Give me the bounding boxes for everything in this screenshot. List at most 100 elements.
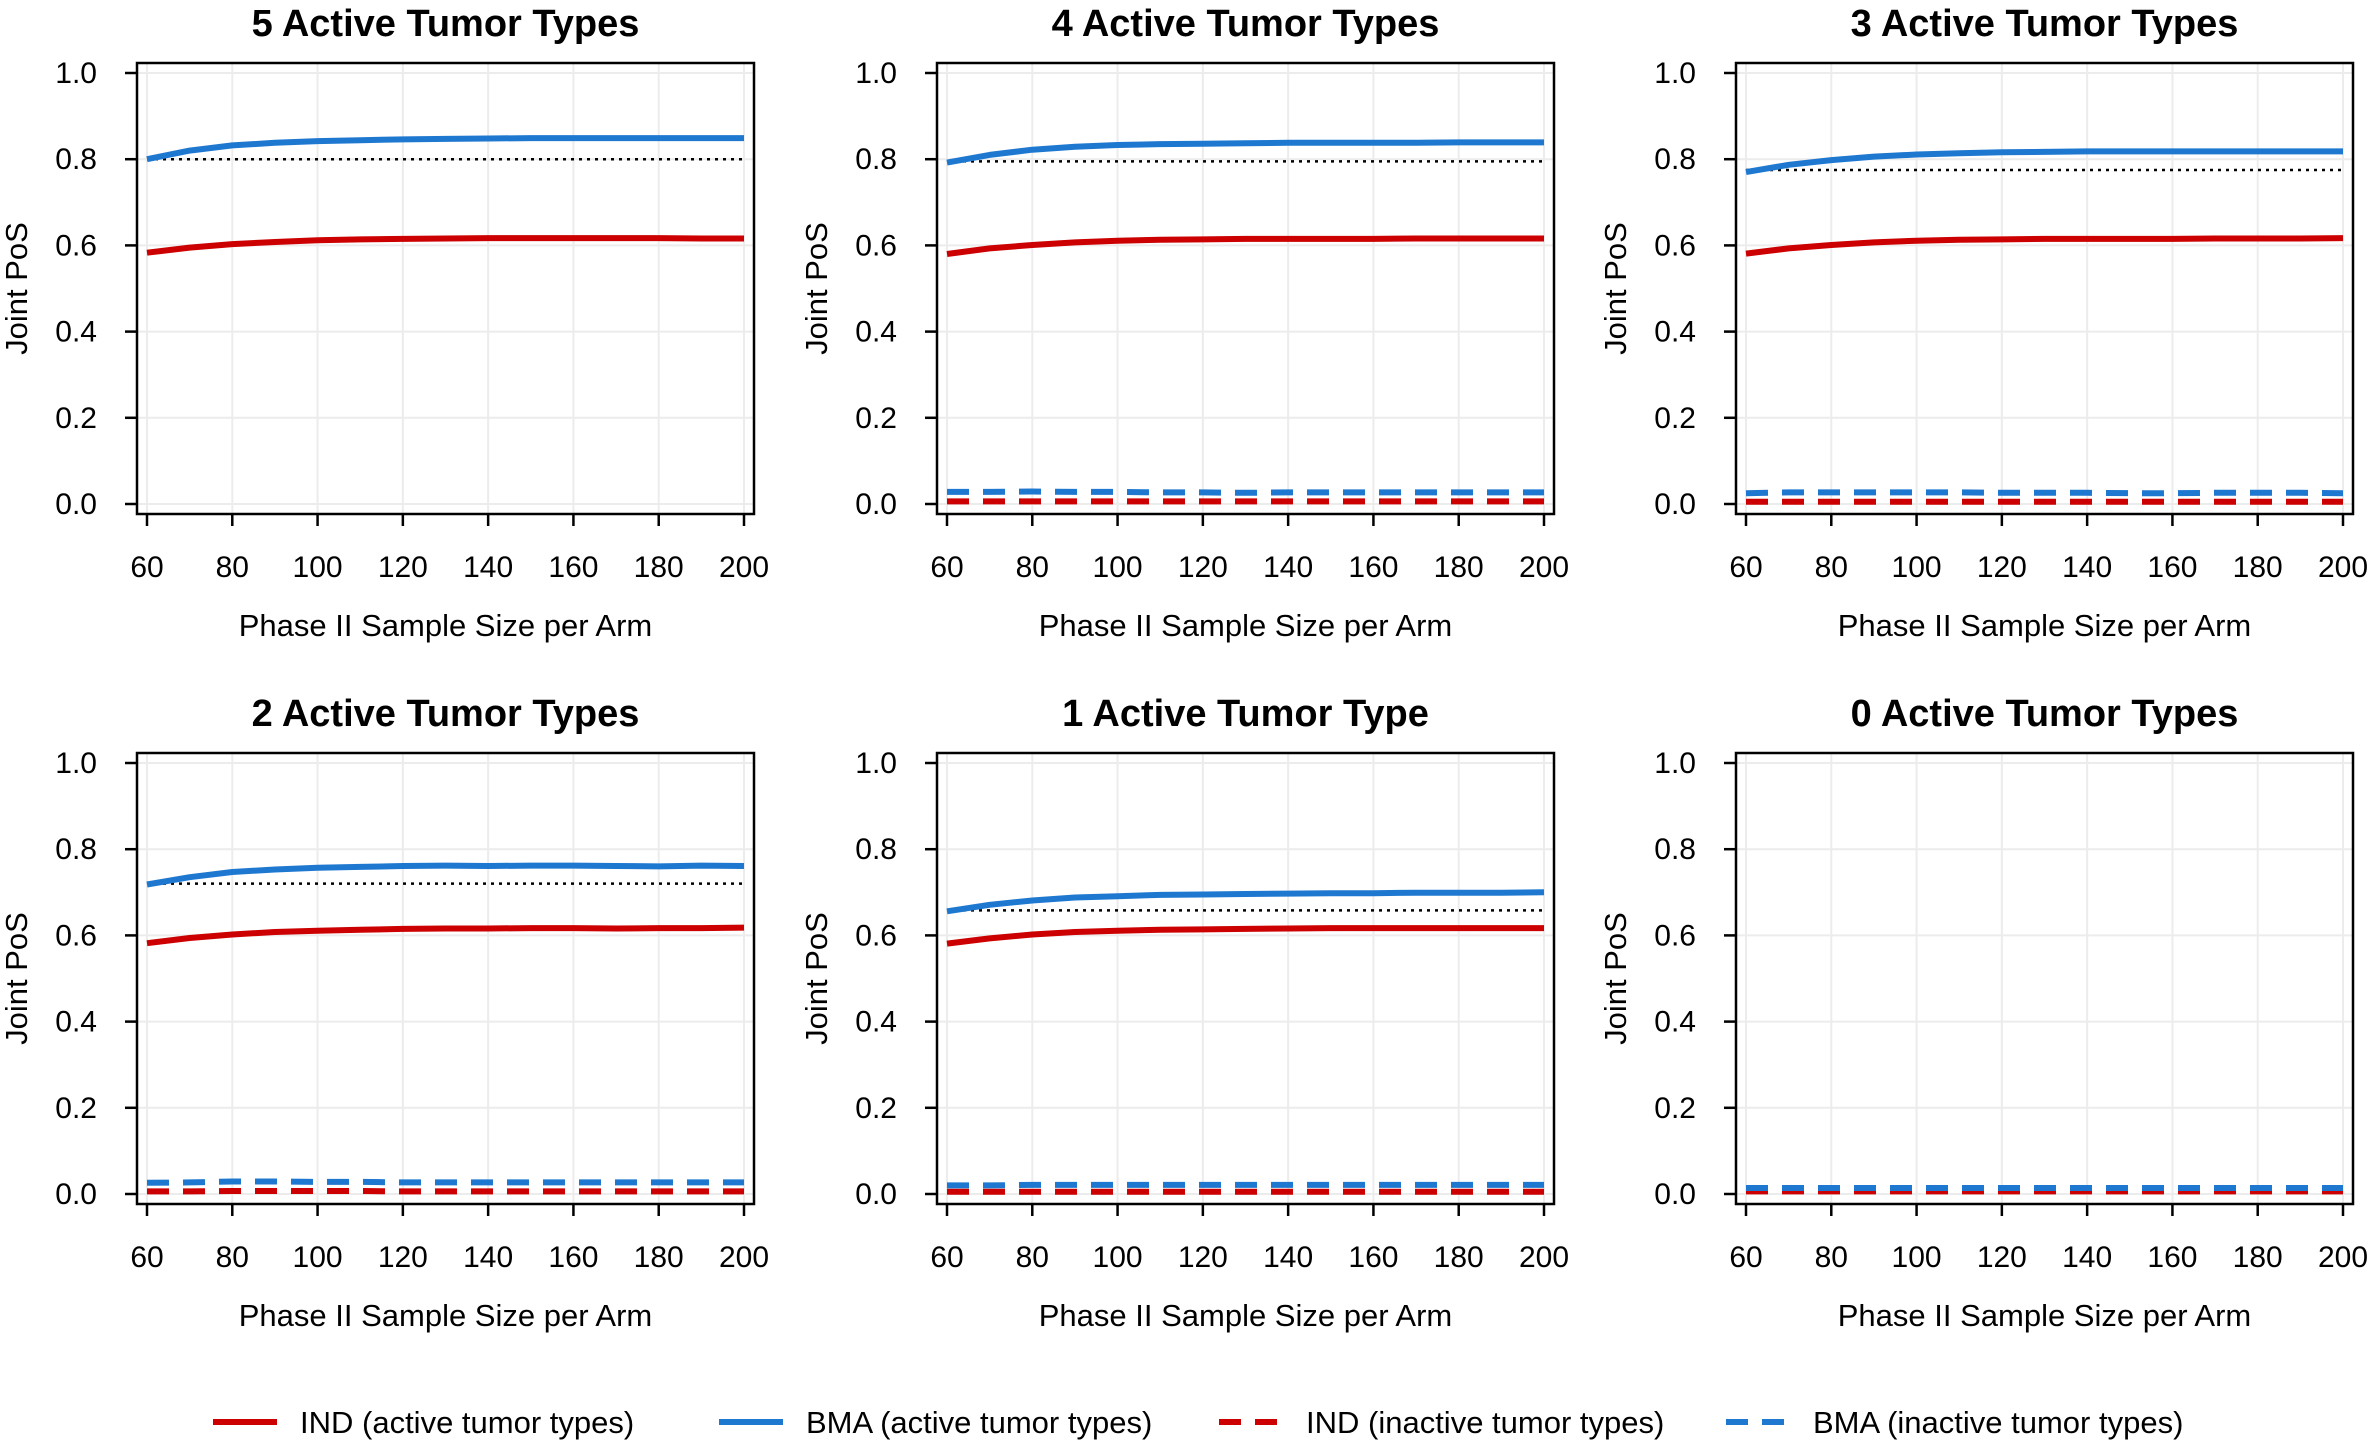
y-tick-label: 0.8 [855, 833, 897, 866]
bma-active-line [146, 135, 744, 163]
y-tick-label: 0.6 [1654, 919, 1696, 952]
x-tick-label: 180 [1434, 1241, 1484, 1274]
y-tick-label: 0.4 [55, 316, 97, 349]
x-tick-label: 100 [1093, 1241, 1143, 1274]
plot-frame [135, 751, 756, 1206]
ind-active-line [146, 924, 745, 947]
x-tick-label: 80 [1016, 551, 1049, 584]
x-tick-label: 180 [2233, 1241, 2283, 1274]
x-tick-label: 120 [378, 1241, 428, 1274]
y-tick-label: 0.4 [55, 1006, 97, 1039]
y-axis-label: Joint PoS [0, 912, 34, 1045]
x-tick-label: 200 [1519, 551, 1569, 584]
legend: IND (active tumor types) BMA (active tumo… [213, 1405, 2183, 1440]
bma-active-line [146, 862, 745, 888]
chart-panel-5: 0.0 0.2 0.4 0.6 0.8 1.0 60 80 100 120 140 160 180 200… [799, 693, 1569, 1333]
y-tick-label: 0.0 [855, 488, 897, 521]
y-tick-label: 0.0 [55, 488, 97, 521]
y-tick-label: 0.8 [1654, 833, 1696, 866]
x-tick-label: 160 [2147, 551, 2197, 584]
panel-title: 3 Active Tumor Types [1851, 3, 2239, 45]
panel-title: 4 Active Tumor Types [1052, 3, 1440, 45]
ind-active-line [146, 235, 744, 256]
y-tick-label: 0.8 [855, 143, 897, 176]
bma-inactive-line [146, 1178, 744, 1186]
legend-label: IND (inactive tumor types) [1306, 1405, 1664, 1440]
y-axis-label: Joint PoS [799, 912, 834, 1045]
x-tick-label: 100 [1892, 1241, 1942, 1274]
y-tick-label: 0.2 [855, 1092, 897, 1125]
y-tick-label: 1.0 [1654, 747, 1696, 780]
x-tick-label: 80 [1815, 551, 1848, 584]
x-tick-label: 200 [719, 1241, 769, 1274]
y-tick-label: 0.2 [55, 402, 97, 435]
chart-panel-1: 0.0 0.2 0.4 0.6 0.8 1.0 60 80 100 120 140 160 180 200… [0, 3, 769, 643]
x-tick-label: 140 [1263, 551, 1313, 584]
chart-panel-3: 0.0 0.2 0.4 0.6 0.8 1.0 60 80 100 120 140 160 180 200… [1598, 3, 2368, 643]
x-tick-label: 140 [1263, 1241, 1313, 1274]
panel-title: 5 Active Tumor Types [252, 3, 640, 45]
legend-label: BMA (active tumor types) [806, 1405, 1152, 1440]
x-axis-label: Phase II Sample Size per Arm [1838, 608, 2252, 643]
ind-active-line [946, 235, 1544, 257]
x-tick-label: 80 [1016, 1241, 1049, 1274]
y-tick-label: 1.0 [55, 57, 97, 90]
x-tick-label: 80 [1815, 1241, 1848, 1274]
x-tick-label: 180 [634, 1241, 684, 1274]
y-tick-label: 0.2 [55, 1092, 97, 1125]
panel-title: 2 Active Tumor Types [252, 693, 640, 735]
x-tick-label: 120 [1977, 1241, 2027, 1274]
x-tick-label: 120 [1977, 551, 2027, 584]
bma-inactive-line [1745, 489, 2344, 497]
bma-inactive-line [947, 1181, 1544, 1189]
x-tick-label: 160 [2147, 1241, 2197, 1274]
y-axis-label: Joint PoS [0, 222, 34, 355]
x-tick-label: 60 [930, 1241, 963, 1274]
x-axis-label: Phase II Sample Size per Arm [1039, 608, 1453, 643]
legend-label: BMA (inactive tumor types) [1813, 1405, 2183, 1440]
y-tick-label: 0.6 [855, 919, 897, 952]
y-tick-label: 1.0 [1654, 57, 1696, 90]
y-tick-label: 0.0 [1654, 1178, 1696, 1211]
x-axis-label: Phase II Sample Size per Arm [1838, 1298, 2252, 1333]
x-tick-label: 200 [719, 551, 769, 584]
y-axis-label: Joint PoS [1598, 912, 1633, 1045]
y-tick-label: 0.6 [55, 229, 97, 262]
x-tick-label: 100 [1892, 551, 1942, 584]
chart-panel-6: 0.0 0.2 0.4 0.6 0.8 1.0 60 80 100 120 140 160 180 200… [1598, 693, 2368, 1333]
bma-active-line [1745, 148, 2343, 176]
y-tick-label: 0.6 [855, 229, 897, 262]
y-tick-label: 0.2 [855, 402, 897, 435]
panels: 0.0 0.2 0.4 0.6 0.8 1.0 60 80 100 120 140 160 180 200… [0, 3, 2368, 1333]
x-tick-label: 100 [1093, 551, 1143, 584]
x-tick-label: 180 [634, 551, 684, 584]
plot-frame [135, 61, 756, 516]
y-tick-label: 0.2 [1654, 402, 1696, 435]
x-tick-label: 140 [463, 1241, 513, 1274]
x-tick-label: 100 [293, 551, 343, 584]
y-tick-label: 1.0 [855, 57, 897, 90]
x-tick-label: 60 [130, 1241, 163, 1274]
x-tick-label: 60 [930, 551, 963, 584]
y-tick-label: 0.2 [1654, 1092, 1696, 1125]
y-tick-label: 0.8 [55, 143, 97, 176]
x-tick-label: 140 [463, 551, 513, 584]
chart-panel-2: 0.0 0.2 0.4 0.6 0.8 1.0 60 80 100 120 140 160 180 200… [799, 3, 1569, 643]
x-axis-label: Phase II Sample Size per Arm [239, 608, 653, 643]
y-tick-label: 1.0 [855, 747, 897, 780]
plot-frame [935, 61, 1556, 516]
y-tick-label: 0.0 [1654, 488, 1696, 521]
bma-inactive-line [947, 488, 1544, 496]
y-tick-label: 0.8 [55, 833, 97, 866]
x-tick-label: 180 [1434, 551, 1484, 584]
x-tick-label: 80 [216, 551, 249, 584]
y-axis-label: Joint PoS [1598, 222, 1633, 355]
y-axis-label: Joint PoS [799, 222, 834, 355]
ind-active-line [1745, 235, 2344, 257]
x-tick-label: 100 [293, 1241, 343, 1274]
ind-active-line [946, 925, 1544, 947]
y-tick-label: 0.4 [855, 316, 897, 349]
x-tick-label: 160 [1348, 551, 1398, 584]
x-tick-label: 180 [2233, 551, 2283, 584]
